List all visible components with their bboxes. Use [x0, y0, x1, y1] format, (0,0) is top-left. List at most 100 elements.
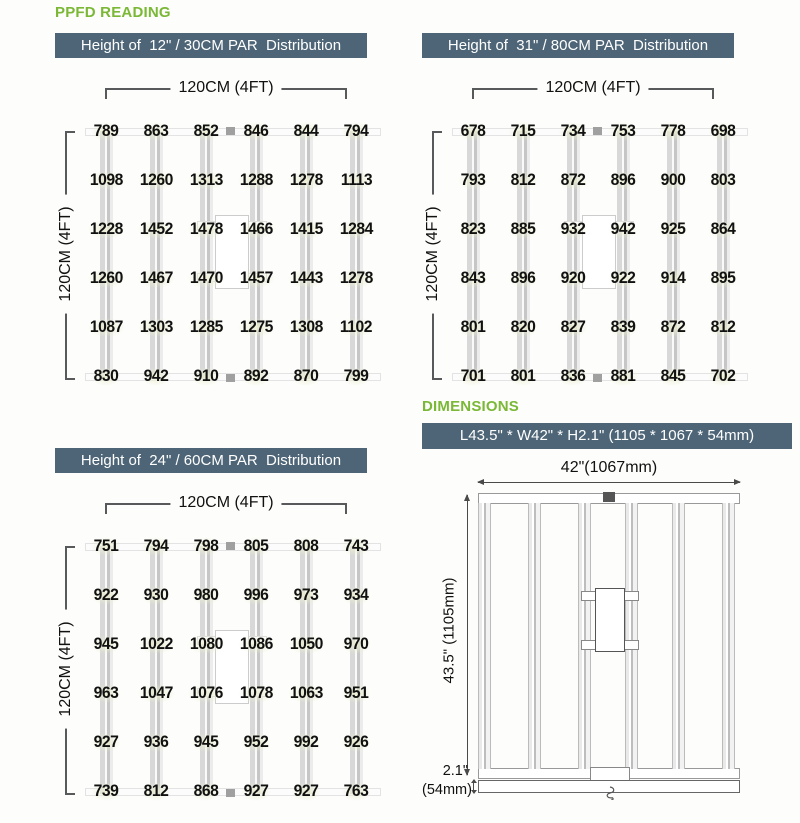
light-bar [578, 503, 591, 769]
ppfd-value: 1313 [185, 170, 227, 191]
ppfd-value: 812 [139, 781, 173, 802]
ppfd-panel-24in: Height of 24" / 60CM PAR Distribution 12… [55, 448, 385, 816]
ppfd-value: 1415 [285, 219, 327, 240]
hanger-block [603, 492, 615, 502]
fixture-side-driver [590, 767, 630, 781]
ppfd-grid: 751 794 798 805 808 743 922 930 980 996 973 934 945 1… [81, 522, 381, 816]
ppfd-grid-area: 120CM (4FT) 678 715 734 753 778 698 793 812 872 8… [422, 107, 752, 401]
height-bracket: 120CM (4FT) [55, 107, 81, 401]
ppfd-value: 1076 [185, 683, 227, 704]
fixture-top-view [478, 492, 740, 780]
ppfd-value: 1457 [235, 268, 277, 289]
ppfd-value: 830 [89, 366, 123, 387]
ppfd-value: 952 [239, 732, 273, 753]
ppfd-value: 895 [706, 268, 740, 289]
ppfd-value: 852 [189, 121, 223, 142]
dimensions-spec: L43.5" * W42" * H2.1" (1105 * 1067 * 54m… [422, 423, 792, 449]
light-bar [528, 503, 541, 769]
ppfd-value: 1080 [185, 634, 227, 655]
light-bar [200, 546, 213, 794]
light-bar [722, 503, 735, 769]
light-bar [567, 131, 580, 379]
light-bar [350, 546, 363, 794]
height-dimension-inches: 2.1" [442, 763, 468, 779]
ppfd-value: 900 [656, 170, 690, 191]
ppfd-value: 1022 [135, 634, 177, 655]
ppfd-value: 910 [189, 366, 223, 387]
fixture-side-view [478, 780, 740, 793]
width-dimension-arrow [477, 479, 741, 485]
ppfd-value: 1078 [235, 683, 277, 704]
ppfd-value: 844 [289, 121, 323, 142]
light-bar [517, 131, 530, 379]
ppfd-value: 778 [656, 121, 690, 142]
width-bracket: 120CM (4FT) [105, 494, 347, 514]
light-bar [625, 503, 638, 769]
ppfd-value: 1285 [185, 317, 227, 338]
light-bar [350, 131, 363, 379]
height-dimension-arrow [470, 779, 477, 794]
ppfd-value: 922 [89, 585, 123, 606]
ppfd-value: 896 [606, 170, 640, 191]
length-dimension-arrow [464, 494, 470, 776]
ppfd-value: 1063 [285, 683, 327, 704]
ppfd-value: 793 [456, 170, 490, 191]
panel-header: Height of 12" / 30CM PAR Distribution [55, 33, 367, 58]
ppfd-value: 885 [506, 219, 540, 240]
light-fixture-graphic [448, 107, 748, 401]
light-fixture-graphic [81, 522, 381, 816]
ppfd-value: 1278 [335, 268, 377, 289]
ppfd-value: 932 [556, 219, 590, 240]
width-bracket: 120CM (4FT) [105, 79, 347, 99]
ppfd-value: 963 [89, 683, 123, 704]
hanger-block [593, 127, 602, 135]
ppfd-value: 930 [139, 585, 173, 606]
ppfd-value: 1467 [135, 268, 177, 289]
ppfd-value: 922 [606, 268, 640, 289]
height-label: 120CM (4FT) [424, 194, 442, 314]
width-label: 120CM (4FT) [170, 494, 282, 512]
height-dimension-label: 2.1" (54mm) [422, 762, 472, 800]
ppfd-value: 698 [706, 121, 740, 142]
ppfd-value: 734 [556, 121, 590, 142]
ppfd-value: 1260 [135, 170, 177, 191]
ppfd-value: 801 [506, 366, 540, 387]
light-bar [478, 503, 491, 769]
width-label: 120CM (4FT) [170, 79, 282, 97]
ppfd-value: 868 [189, 781, 223, 802]
ppfd-value: 970 [339, 634, 373, 655]
ppfd-value: 951 [339, 683, 373, 704]
hanger-block [226, 127, 235, 135]
ppfd-value: 945 [89, 634, 123, 655]
ppfd-value: 808 [289, 536, 323, 557]
ppfd-value: 864 [706, 219, 740, 240]
dimensions-section: DIMENSIONS L43.5" * W42" * H2.1" (1105 *… [422, 398, 798, 823]
ppfd-value: 794 [139, 536, 173, 557]
ppfd-value: 803 [706, 170, 740, 191]
ppfd-value: 973 [289, 585, 323, 606]
light-bar [250, 131, 263, 379]
light-bar [100, 131, 113, 379]
ppfd-value: 743 [339, 536, 373, 557]
ppfd-value: 863 [139, 121, 173, 142]
width-dimension-label: 42"(1067mm) [560, 459, 658, 476]
ppfd-value: 678 [456, 121, 490, 142]
ppfd-value: 812 [706, 317, 740, 338]
ppfd-panel-31in: Height of 31" / 80CM PAR Distribution 12… [422, 33, 752, 401]
page-title: PPFD READING [55, 4, 171, 21]
width-bracket: 120CM (4FT) [472, 79, 714, 99]
ppfd-value: 701 [456, 366, 490, 387]
light-bar [300, 546, 313, 794]
ppfd-value: 845 [656, 366, 690, 387]
ppfd-value: 1466 [235, 219, 277, 240]
ppfd-value: 1102 [336, 317, 376, 338]
panel-header: Height of 31" / 80CM PAR Distribution [422, 33, 734, 58]
ppfd-value: 942 [139, 366, 173, 387]
light-bar [717, 131, 730, 379]
hanger-block [226, 542, 235, 550]
ppfd-value: 927 [89, 732, 123, 753]
ppfd-value: 702 [706, 366, 740, 387]
light-bar [250, 546, 263, 794]
hanger-hook-icon [606, 786, 615, 800]
ppfd-value: 872 [556, 170, 590, 191]
